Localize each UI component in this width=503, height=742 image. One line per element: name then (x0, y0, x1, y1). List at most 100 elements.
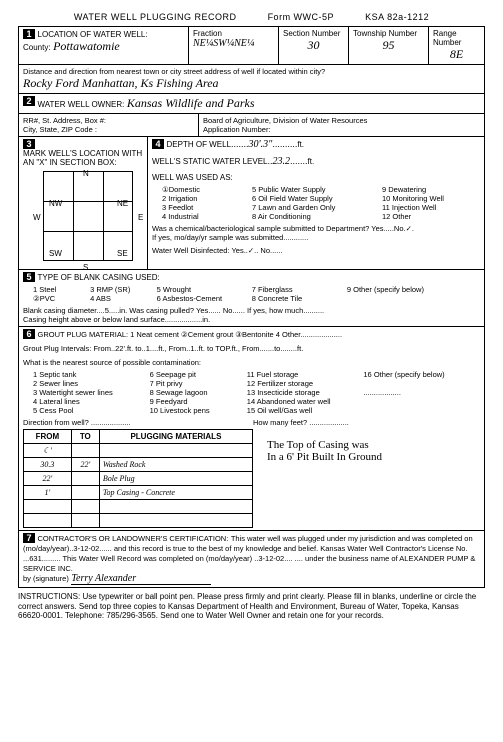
contam-opt: 15 Oil well/Gas well (247, 406, 364, 415)
casing-opt: ②PVC (33, 294, 90, 303)
township-value: 95 (353, 38, 424, 53)
plug-cell (71, 500, 99, 514)
contam-opt (363, 379, 480, 388)
contam-opt: 3 Watertight sewer lines (33, 388, 150, 397)
plug-cell (24, 514, 72, 528)
casing-opt: 9 Other (specify below) (347, 285, 480, 294)
plug-cell (24, 500, 72, 514)
township-label: Township Number (353, 29, 424, 38)
sec5-label: TYPE OF BLANK CASING USED: (38, 273, 160, 282)
th-to: TO (71, 430, 99, 444)
grid-sw: SW (49, 249, 62, 258)
contam-opt: 9 Feedyard (150, 397, 247, 406)
use-opt: 2 Irrigation (162, 194, 252, 203)
plug-cell (71, 472, 99, 486)
grid-nw: NW (49, 199, 62, 208)
feet: How many feet? ................... (253, 418, 349, 427)
plug-cell: 30.3 (24, 458, 72, 472)
contam-opt: 13 Insecticide storage (247, 388, 364, 397)
plug-cell: Bole Plug (99, 472, 252, 486)
compass-s: S (83, 263, 88, 272)
static-value: 23.2 (273, 156, 291, 167)
contam-opt (363, 397, 480, 406)
sec5-num: 5 (23, 272, 35, 282)
th-from: FROM (24, 430, 72, 444)
contam-opt: 2 Sewer lines (33, 379, 150, 388)
addr-label: RR#, St. Address, Box #: City, State, ZI… (19, 114, 199, 136)
plug-cell: ☾' (24, 444, 72, 458)
contam-opt: 1 Septic tank (33, 370, 150, 379)
use-opt: 11 Injection Well (382, 203, 492, 212)
casing-opt: 3 RMP (SR) (90, 285, 157, 294)
note1: The Top of Casing was (267, 439, 476, 451)
casing-opt: 8 Concrete Tile (252, 294, 347, 303)
board-label: Board of Agriculture, Division of Water … (199, 114, 484, 136)
disinfect: Water Well Disinfected: Yes..✓.. No.....… (152, 246, 492, 255)
sec7-label: CONTRACTOR'S OR LANDOWNER'S CERTIFICATIO… (38, 534, 229, 543)
contam-opt: 8 Sewage lagoon (150, 388, 247, 397)
header-form: Form WWC-5P (268, 12, 335, 22)
use-opt: 10 Monitoring Well (382, 194, 492, 203)
plug-cell (99, 500, 252, 514)
plug-cell: 1' (24, 486, 72, 500)
plug-cell: 22' (71, 458, 99, 472)
header-title: WATER WELL PLUGGING RECORD (74, 12, 237, 22)
fraction-label: Fraction (193, 29, 274, 38)
sec6-num: 6 (23, 329, 35, 339)
signature: Terry Alexander (71, 573, 211, 585)
plug-cell: Top Casing - Concrete (99, 486, 252, 500)
instructions: INSTRUCTIONS: Use typewriter or ball poi… (18, 592, 485, 621)
grid-ne: NE (117, 199, 128, 208)
plug-cell: Washed Rock (99, 458, 252, 472)
contam-opt (363, 406, 480, 415)
contam-opt: 10 Livestock pens (150, 406, 247, 415)
sec2-num: 2 (23, 96, 35, 106)
section-grid (43, 171, 133, 261)
casing-opt: 4 ABS (90, 294, 157, 303)
range-value: 8E (433, 47, 480, 62)
plug-cell (71, 514, 99, 528)
casing-opt: 7 Fiberglass (252, 285, 347, 294)
compass-e: E (138, 213, 143, 222)
compass-w: W (33, 213, 41, 222)
use-opt: 4 Industrial (162, 212, 252, 221)
sec3-label: MARK WELL'S LOCATION WITH AN "X" IN SECT… (23, 149, 143, 167)
owner-value: Kansas Wildlife and Parks (127, 96, 255, 110)
depth-value: 30'.3" (248, 139, 272, 150)
use-opt: 3 Feedlot (162, 203, 252, 212)
casing-opt: 1 Steel (33, 285, 90, 294)
use-opt: ①Domestic (162, 185, 252, 194)
fraction-value: NE¼SW¼NE¼ (193, 38, 274, 49)
intervals: Grout Plug Intervals: From..22'.ft. to..… (23, 344, 480, 353)
contam-opt: 11 Fuel storage (247, 370, 364, 379)
sec6-label: GROUT PLUG MATERIAL: 1 Neat cement ②Ceme… (38, 330, 343, 339)
sec7-num: 7 (23, 533, 35, 543)
casing-opt: 5 Wrought (157, 285, 252, 294)
use-opt: 5 Public Water Supply (252, 185, 382, 194)
section-value: 30 (283, 38, 344, 53)
distance-value: Rocky Ford Manhattan, Ks Fishing Area (23, 76, 480, 91)
use-opt: 12 Other (382, 212, 492, 221)
contam-opt: 12 Fertilizer storage (247, 379, 364, 388)
county-label: County: (23, 43, 51, 52)
contam-label: What is the nearest source of possible c… (23, 358, 480, 367)
height: Casing height above or below land surfac… (23, 315, 480, 324)
sec3-num: 3 (23, 139, 35, 149)
contam-opt: 7 Pit privy (150, 379, 247, 388)
chem-label: Was a chemical/bacteriological sample su… (152, 224, 492, 233)
depth-label: DEPTH OF WELL (167, 140, 231, 149)
sec1-label: LOCATION OF WATER WELL: (38, 30, 148, 39)
contam-opt: 4 Lateral lines (33, 397, 150, 406)
plug-cell (99, 514, 252, 528)
county-value: Pottawatomie (53, 39, 120, 53)
use-opt: 9 Dewatering (382, 185, 492, 194)
static-label: WELL'S STATIC WATER LEVEL (152, 157, 267, 166)
sec1-num: 1 (23, 29, 35, 39)
section-label: Section Number (283, 29, 344, 38)
casing-opt: 6 Asbestos-Cement (157, 294, 252, 303)
contam-opt: 5 Cess Pool (33, 406, 150, 415)
contam-opt: 6 Seepage pit (150, 370, 247, 379)
contam-opt: 16 Other (specify below) (363, 370, 480, 379)
header-ksa: KSA 82a-1212 (365, 12, 429, 22)
sec4-num: 4 (152, 139, 164, 149)
